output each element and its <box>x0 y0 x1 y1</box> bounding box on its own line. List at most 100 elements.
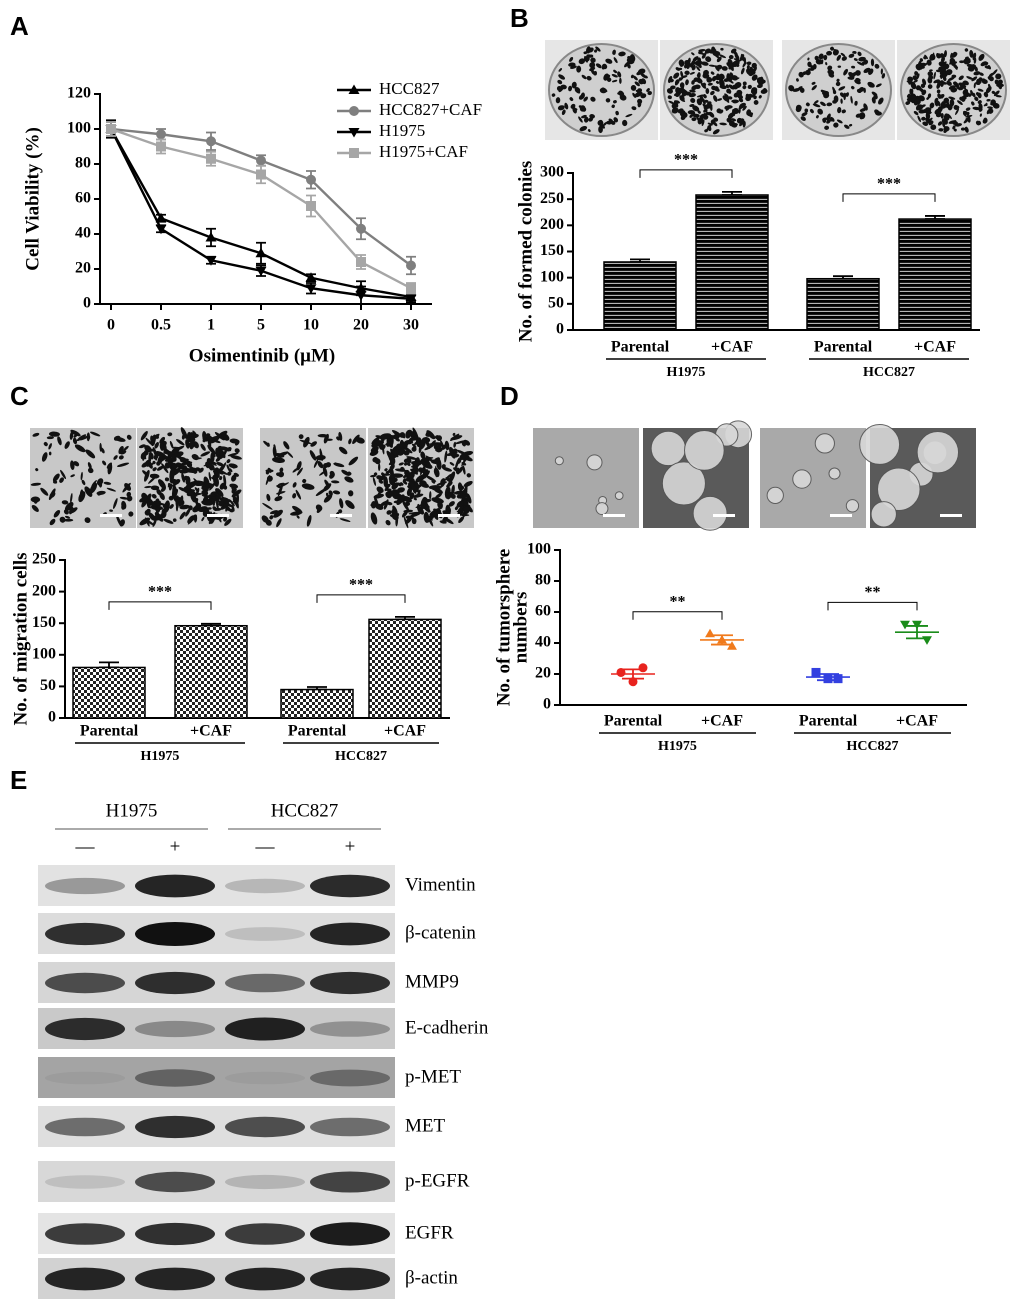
cell <box>151 493 157 499</box>
marker <box>356 257 366 267</box>
cell <box>339 518 351 522</box>
cell <box>594 49 598 53</box>
cell <box>855 70 861 76</box>
cell <box>668 100 675 105</box>
x-tick-label: 0 <box>107 317 115 334</box>
cell <box>292 493 297 499</box>
bar <box>72 666 146 719</box>
blot-band <box>45 1267 125 1291</box>
cell <box>139 517 151 526</box>
cell <box>179 495 184 507</box>
cell <box>46 436 54 440</box>
y-axis-label: No. of tumorsphere <box>493 549 514 706</box>
blot-band <box>135 1069 215 1087</box>
protein-label: E-cadherin <box>405 1017 489 1038</box>
cell <box>435 493 442 499</box>
cell <box>863 67 871 73</box>
cell <box>276 518 282 528</box>
blot-band <box>45 1223 125 1245</box>
cell <box>590 96 596 102</box>
cell <box>820 59 824 65</box>
cell <box>376 475 383 480</box>
cell <box>103 481 112 485</box>
cell <box>691 52 695 56</box>
cell <box>428 443 440 446</box>
cell <box>150 485 160 491</box>
cell <box>229 508 235 513</box>
y-tick-label: 250 <box>32 551 56 568</box>
cell <box>172 488 178 494</box>
cell <box>950 52 958 58</box>
cell <box>98 481 103 488</box>
cell <box>711 76 717 82</box>
cell <box>954 81 960 89</box>
cell <box>372 457 379 463</box>
cell <box>868 83 874 88</box>
significance-bracket <box>108 601 212 610</box>
marker <box>305 272 317 282</box>
bar <box>603 261 677 331</box>
cell <box>381 445 385 455</box>
cell <box>976 78 982 85</box>
cell <box>852 50 857 54</box>
cell <box>389 478 396 486</box>
y-tick-label: 0 <box>556 321 564 338</box>
cell <box>713 95 718 102</box>
cell <box>409 435 419 442</box>
cell <box>804 108 809 113</box>
cell <box>631 106 637 111</box>
cell <box>564 102 569 110</box>
cell <box>705 103 713 109</box>
cell <box>70 493 73 504</box>
blot-band <box>135 1020 215 1038</box>
cell <box>795 106 802 113</box>
cell <box>965 107 971 111</box>
cell <box>745 93 749 100</box>
cell <box>625 113 633 118</box>
cell <box>386 434 394 447</box>
cell <box>159 436 166 444</box>
significance-bracket <box>632 611 723 620</box>
cell <box>814 100 819 104</box>
cell <box>379 433 392 440</box>
cell <box>927 84 933 89</box>
cell <box>140 451 147 460</box>
cell <box>586 54 593 57</box>
cell <box>442 467 453 472</box>
cell <box>456 500 464 508</box>
lane-label: + <box>170 836 181 857</box>
cell <box>212 439 221 444</box>
cell <box>967 115 971 123</box>
cell <box>269 515 274 520</box>
cell <box>699 113 707 119</box>
cell <box>978 72 984 76</box>
cell <box>833 95 839 103</box>
cell <box>736 92 742 98</box>
cell <box>967 66 975 72</box>
cell <box>141 461 149 468</box>
cell <box>962 110 969 115</box>
cell <box>588 117 594 122</box>
cell <box>425 475 437 482</box>
cell <box>875 83 882 88</box>
significance-label: *** <box>877 176 901 193</box>
scale-bar <box>438 514 460 517</box>
cell <box>975 120 981 126</box>
cell <box>606 77 612 82</box>
cell <box>916 105 921 111</box>
cell <box>742 85 747 90</box>
cell <box>979 113 982 117</box>
cell <box>983 117 988 124</box>
y-tick-label: 150 <box>540 242 564 259</box>
x-tick-label: +CAF <box>701 713 743 730</box>
protein-label: β-actin <box>405 1267 458 1288</box>
cell <box>718 54 727 59</box>
cell <box>384 468 388 472</box>
cell <box>691 85 698 91</box>
cell <box>603 74 611 80</box>
cell <box>702 82 707 87</box>
cell <box>441 464 446 469</box>
cell <box>433 467 440 478</box>
cell <box>638 78 645 85</box>
scale-bar <box>100 514 122 517</box>
